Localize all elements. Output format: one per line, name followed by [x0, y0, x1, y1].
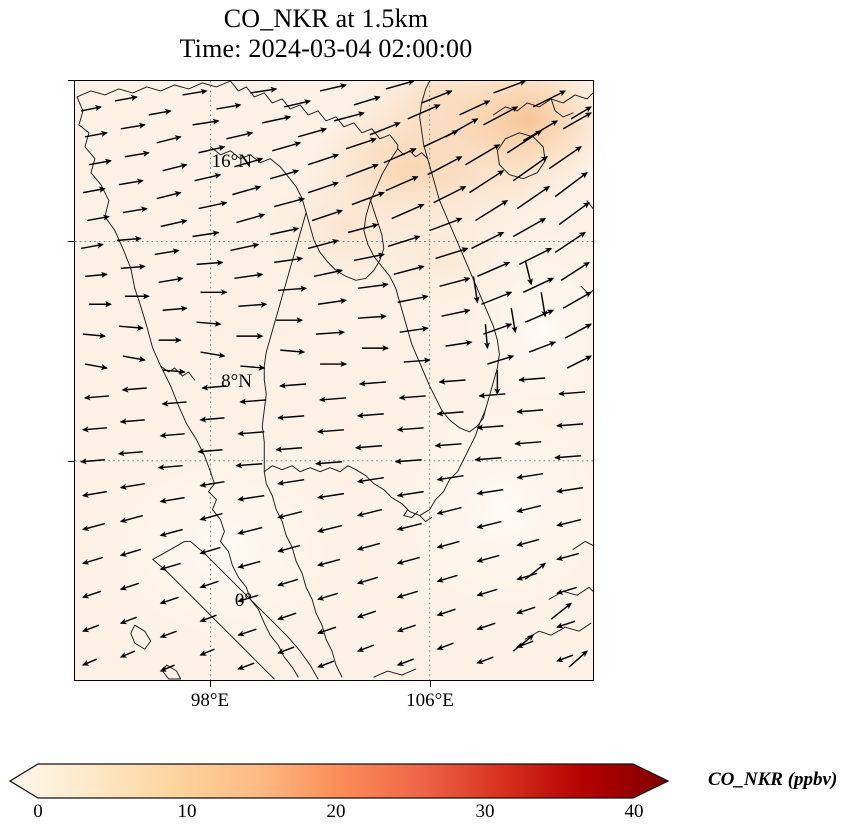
- y-axis-label-0: 0°: [234, 590, 252, 611]
- colorbar: 0 10 20 30 40 CO_NKR (ppbv): [0, 762, 858, 836]
- map-frame: [74, 80, 594, 681]
- colorbar-tick-20: 20: [326, 801, 346, 822]
- chart-title-block: CO_NKR at 1.5km Time: 2024-03-04 02:00:0…: [0, 4, 652, 64]
- y-axis-label-16n: 16°N: [211, 151, 252, 172]
- page-title: CO_NKR at 1.5km: [223, 4, 429, 33]
- x-tickmark-106e: [430, 681, 432, 687]
- map-canvas: [75, 81, 593, 680]
- colorbar-tick-10: 10: [177, 801, 197, 822]
- x-axis-label-106e: 106°E: [406, 690, 454, 711]
- coastline-layer: [76, 81, 593, 680]
- chart-subtitle-timestamp: Time: 2024-03-04 02:00:00: [179, 34, 473, 63]
- colorbar-axis-label: CO_NKR (ppbv): [708, 769, 838, 790]
- colorbar-gradient: [8, 763, 670, 799]
- x-axis-label-98e: 98°E: [190, 690, 230, 711]
- y-tickmark-0: [68, 461, 74, 463]
- colorbar-tick-30: 30: [475, 801, 495, 822]
- colorbar-tick-40: 40: [624, 801, 644, 822]
- x-tickmark-98e: [210, 681, 212, 687]
- y-tickmark-16n: [68, 80, 74, 82]
- co-concentration-field: [75, 81, 593, 680]
- y-axis-label-8n: 8°N: [221, 371, 252, 392]
- colorbar-tick-0: 0: [33, 801, 43, 822]
- map-plot-area: [68, 80, 594, 687]
- y-tickmark-8n: [68, 241, 74, 243]
- wind-vector-field: [79, 81, 592, 672]
